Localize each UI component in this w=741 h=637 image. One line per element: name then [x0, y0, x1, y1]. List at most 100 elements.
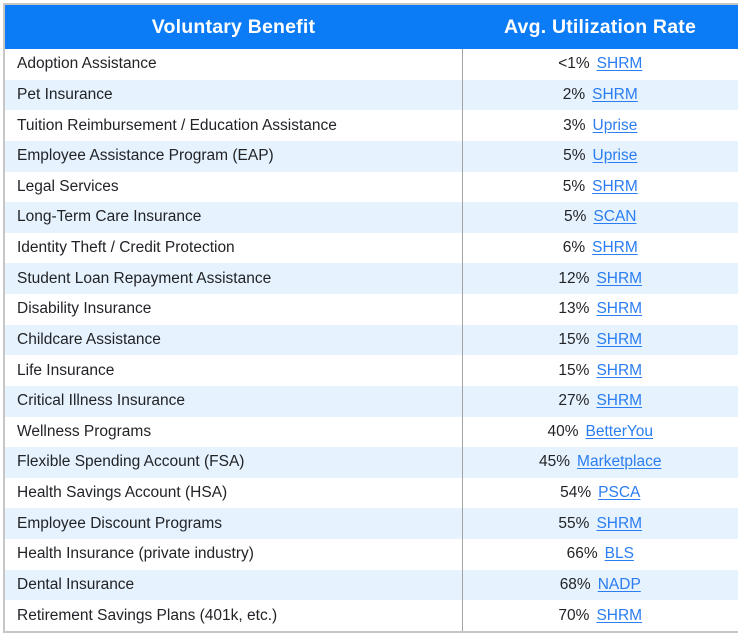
- rate-value: 6%: [562, 239, 586, 257]
- benefit-name: Tuition Reimbursement / Education Assist…: [17, 116, 337, 134]
- table-row: Health Insurance (private industry) 66% B…: [5, 539, 738, 570]
- rate-cell: 6% SHRM: [461, 232, 738, 264]
- header-row: Voluntary Benefit Avg. Utilization Rate: [5, 5, 738, 49]
- benefit-name: Health Savings Account (HSA): [17, 484, 228, 502]
- benefit-name: Identity Theft / Credit Protection: [17, 239, 235, 257]
- rate-cell: 66% BLS: [461, 539, 738, 570]
- table-row: Employee Discount Programs 55% SHRM: [5, 508, 738, 539]
- benefit-name: Adoption Assistance: [17, 55, 157, 73]
- rate-value: 5%: [564, 208, 587, 226]
- table-row: Flexible Spending Account (FSA) 45% Marke…: [5, 447, 738, 478]
- table-row: Wellness Programs 40% BetterYou: [5, 416, 738, 448]
- source-link[interactable]: Uprise: [592, 147, 638, 165]
- benefit-name: Pet Insurance: [17, 85, 113, 103]
- benefit-name: Childcare Assistance: [17, 330, 161, 348]
- benefit-name: Retirement Savings Plans (401k, etc.): [17, 606, 278, 624]
- table-row: Retirement Savings Plans (401k, etc.) 70…: [5, 600, 738, 631]
- table-row: Health Savings Account (HSA) 54% PSCA: [5, 477, 738, 509]
- source-link[interactable]: SHRM: [592, 239, 638, 257]
- rate-cell: 40% BetterYou: [461, 416, 738, 448]
- rate-value: 45%: [539, 453, 571, 471]
- rate-cell: 54% PSCA: [461, 477, 738, 509]
- table-row: Childcare Assistance 15% SHRM: [5, 324, 738, 356]
- source-link[interactable]: SHRM: [596, 55, 643, 73]
- table-row: Student Loan Repayment Assistance 12% SHR…: [5, 263, 738, 294]
- table-row: Legal Services 5% SHRM: [5, 171, 738, 203]
- source-link[interactable]: SHRM: [596, 300, 643, 318]
- column-header-benefit: Voluntary Benefit: [5, 5, 462, 49]
- benefit-name: Flexible Spending Account (FSA): [17, 453, 245, 471]
- source-link[interactable]: SHRM: [596, 514, 643, 532]
- rate-cell: 5% Uprise: [461, 140, 738, 172]
- rate-value: 40%: [547, 422, 579, 440]
- benefit-name: Legal Services: [17, 177, 119, 195]
- rate-cell: 70% SHRM: [461, 600, 738, 631]
- source-link[interactable]: NADP: [597, 575, 641, 593]
- source-link[interactable]: SHRM: [596, 606, 643, 624]
- rate-value: 15%: [558, 330, 590, 348]
- table-row: Dental Insurance 68% NADP: [5, 569, 738, 601]
- rate-value: 12%: [558, 269, 590, 287]
- table-row: Adoption Assistance <1% SHRM: [5, 49, 738, 80]
- rate-cell: 2% SHRM: [461, 79, 738, 111]
- source-link[interactable]: BLS: [604, 545, 634, 563]
- column-header-rate: Avg. Utilization Rate: [462, 5, 738, 49]
- table-row: Critical Illness Insurance 27% SHRM: [5, 385, 738, 417]
- source-link[interactable]: Marketplace: [577, 453, 662, 471]
- table-row: Tuition Reimbursement / Education Assist…: [5, 110, 738, 141]
- source-link[interactable]: SHRM: [596, 392, 643, 410]
- rate-cell: 3% Uprise: [461, 110, 738, 141]
- rate-value: 5%: [562, 177, 586, 195]
- table-row: Disability Insurance 13% SHRM: [5, 294, 738, 325]
- rate-value: 70%: [558, 606, 590, 624]
- benefits-table-container: Voluntary Benefit Avg. Utilization Rate …: [3, 3, 738, 633]
- rate-value: 27%: [558, 392, 590, 410]
- source-link[interactable]: SHRM: [592, 85, 638, 103]
- rate-value: 54%: [560, 484, 592, 502]
- source-link[interactable]: SHRM: [596, 330, 643, 348]
- source-link[interactable]: BetterYou: [585, 422, 654, 440]
- rate-cell: <1% SHRM: [461, 49, 738, 80]
- rate-cell: 68% NADP: [461, 569, 738, 601]
- table-row: Identity Theft / Credit Protection 6% SHR…: [5, 232, 738, 264]
- table-row: Pet Insurance 2% SHRM: [5, 79, 738, 111]
- rate-value: 5%: [563, 147, 586, 165]
- rate-value: 3%: [563, 116, 586, 134]
- source-link[interactable]: SHRM: [596, 269, 643, 287]
- benefit-name: Life Insurance: [17, 361, 115, 379]
- rate-cell: 12% SHRM: [461, 263, 738, 294]
- table-row: Life Insurance 15% SHRM: [5, 355, 738, 386]
- rate-cell: 13% SHRM: [461, 294, 738, 325]
- rate-cell: 15% SHRM: [461, 324, 738, 356]
- benefits-table: Voluntary Benefit Avg. Utilization Rate …: [5, 5, 738, 631]
- benefit-name: Long-Term Care Insurance: [17, 208, 202, 226]
- rate-cell: 15% SHRM: [461, 355, 738, 386]
- rate-cell: 27% SHRM: [461, 385, 738, 417]
- rate-cell: 55% SHRM: [461, 508, 738, 539]
- rate-value: 15%: [558, 361, 590, 379]
- source-link[interactable]: Uprise: [592, 116, 638, 134]
- source-link[interactable]: SHRM: [592, 177, 638, 195]
- rate-value: 66%: [566, 545, 598, 563]
- rate-value: 2%: [562, 85, 586, 103]
- table-body: Adoption Assistance <1% SHRM Pet Insuranc…: [5, 49, 738, 631]
- source-link[interactable]: SCAN: [593, 208, 637, 226]
- benefit-name: Employee Assistance Program (EAP): [17, 147, 274, 165]
- benefit-name: Employee Discount Programs: [17, 514, 223, 532]
- benefit-name: Wellness Programs: [17, 422, 152, 440]
- benefit-name: Dental Insurance: [17, 575, 135, 593]
- benefit-name: Health Insurance (private industry): [17, 545, 254, 563]
- rate-cell: 45% Marketplace: [461, 447, 738, 478]
- benefit-name: Student Loan Repayment Assistance: [17, 269, 272, 287]
- rate-value: 55%: [558, 514, 590, 532]
- source-link[interactable]: SHRM: [596, 361, 643, 379]
- benefit-name: Disability Insurance: [17, 300, 152, 318]
- table-row: Employee Assistance Program (EAP) 5% Upri…: [5, 140, 738, 172]
- source-link[interactable]: PSCA: [598, 484, 641, 502]
- rate-value: 68%: [559, 575, 591, 593]
- benefit-name: Critical Illness Insurance: [17, 392, 185, 410]
- rate-cell: 5% SHRM: [461, 171, 738, 203]
- rate-value: <1%: [558, 55, 590, 73]
- rate-cell: 5% SCAN: [461, 202, 738, 233]
